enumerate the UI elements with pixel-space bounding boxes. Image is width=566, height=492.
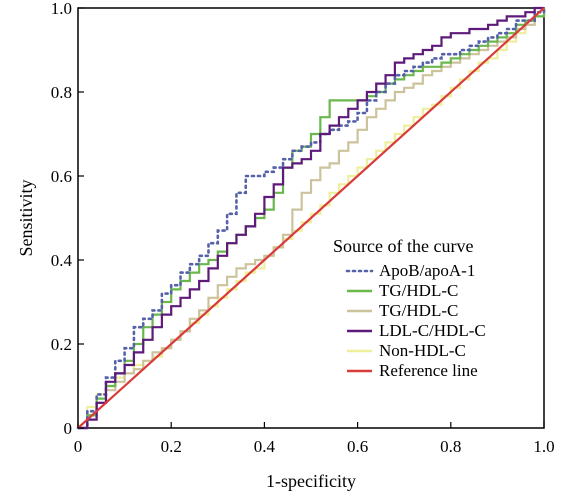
y-tick-label: 0.8: [51, 83, 72, 102]
y-axis-ticks: 0 0.2 0.4 0.6 0.8 1.0: [51, 0, 84, 438]
legend-title: Source of the curve: [333, 236, 473, 256]
series-line-0: [76, 6, 546, 430]
legend-label: Reference line: [379, 361, 478, 380]
legend-label: Non-HDL-C: [379, 341, 466, 360]
y-tick-label: 0.2: [51, 335, 72, 354]
y-tick-label: 1.0: [51, 0, 72, 18]
y-tick-label: 0.4: [51, 251, 73, 270]
x-tick-label: 0.6: [347, 437, 368, 456]
plot-frame: [77, 7, 545, 429]
y-tick-label: 0.6: [51, 167, 72, 186]
plot-area: 0 0.2 0.4 0.6 0.8 1.0 0 0.2 0.4 0.6 0.8 1.0: [51, 0, 555, 456]
x-tick-label: 1.0: [533, 437, 554, 456]
legend: Source of the curve ApoB/apoA-1TG/HDL-CT…: [333, 236, 486, 380]
legend-label: ApoB/apoA-1: [379, 261, 475, 280]
y-tick-label: 0: [64, 419, 73, 438]
legend-label: TG/HDL-C: [379, 301, 458, 320]
x-axis-ticks: 0 0.2 0.4 0.6 0.8 1.0: [74, 422, 555, 456]
x-tick-label: 0.2: [161, 437, 182, 456]
y-axis-label: Sensitivity: [16, 179, 36, 256]
x-tick-label: 0.8: [440, 437, 461, 456]
series-line-3: [78, 6, 544, 430]
x-tick-label: 0.4: [254, 437, 276, 456]
x-axis-label: 1-specificity: [266, 471, 356, 491]
legend-label: LDL-C/HDL-C: [379, 321, 486, 340]
series-line-2: [78, 8, 546, 430]
legend-items: ApoB/apoA-1TG/HDL-CTG/HDL-CLDL-C/HDL-CNo…: [345, 261, 486, 380]
legend-label: TG/HDL-C: [379, 281, 458, 300]
series-layer: [76, 6, 546, 430]
series-line-5: [77, 7, 545, 429]
x-tick-label: 0: [74, 437, 83, 456]
